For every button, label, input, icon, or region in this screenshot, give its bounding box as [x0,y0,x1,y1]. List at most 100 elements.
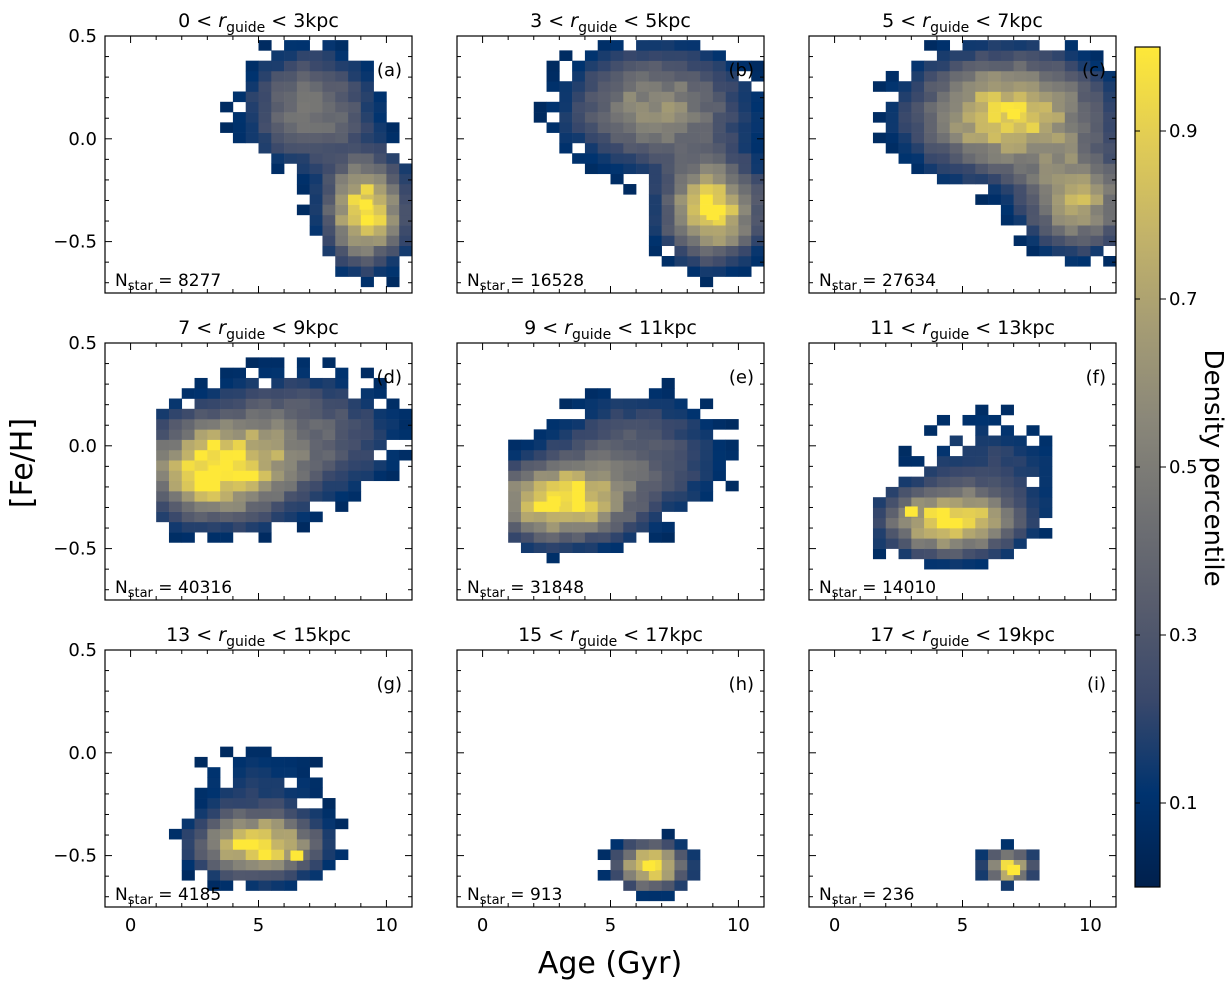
heatmap-cell [584,50,599,61]
heatmap-cell [245,398,259,410]
heatmap-cell [168,501,183,512]
heatmap-cell [661,235,675,247]
heatmap-cell [284,767,298,778]
heatmap-cell [296,377,310,389]
heatmap-cell [1000,214,1014,226]
heatmap-cell [258,501,272,512]
heatmap-cell [1090,81,1104,92]
heatmap-cell [258,480,272,492]
heatmap-cell [674,132,688,144]
heatmap-cell [1039,153,1053,164]
heatmap-cell [245,388,259,399]
heatmap-cell [1039,235,1053,247]
heatmap-cell [533,521,547,533]
heatmap-cell [597,849,611,861]
heatmap-cell [232,798,247,809]
heatmap-cell [348,419,362,430]
heatmap-cell [687,204,701,216]
heatmap-cell [751,214,764,226]
heatmap-cell [348,460,362,471]
heatmap-cell [1090,163,1104,175]
heatmap-cell [661,112,675,123]
heatmap-cell [322,859,336,871]
heatmap-cell [661,50,675,61]
ticks [104,35,413,293]
heatmap-cell [661,81,675,92]
heatmap-cell [949,112,963,123]
heatmap-cell [572,81,586,92]
heatmap-cell [220,429,234,440]
heatmap-cell [687,255,701,267]
heatmap-cell [674,480,688,492]
heatmap-cell [597,153,611,164]
heatmap-cell [738,112,752,123]
heatmap-cell [194,491,208,502]
heatmap-cell [597,532,611,543]
heatmap-cell [360,153,374,164]
heatmap-cell [1000,497,1014,508]
heatmap-cell [751,184,764,195]
heatmap-cell [546,542,560,554]
heatmap-cell [648,398,662,410]
heatmap-cell [232,377,247,389]
heatmap-cell [1052,214,1066,226]
heatmap-cell [725,480,739,492]
heatmap-cell [348,163,362,175]
heatmap-cell [988,50,1002,61]
heatmap-cell [597,439,611,451]
heatmap-cell [1026,70,1040,82]
heatmap-cell [1026,225,1040,236]
heatmap-cell [533,511,547,523]
heatmap-cell [520,449,535,461]
heatmap-cell [220,367,234,379]
heatmap-cell [1000,163,1014,175]
heatmap-cell [738,184,752,195]
heatmap-cell [386,266,400,277]
heatmap-cell [738,142,752,154]
heatmap-cell [520,491,535,502]
heatmap-cell [508,439,522,451]
heatmap-cell [520,470,535,482]
heatmap-cell [284,828,298,840]
heatmap-cell [898,142,912,154]
heatmap-cell [520,501,535,512]
heatmap-cell [712,91,726,103]
heatmap-cell [309,81,323,92]
ticks [456,649,765,907]
heatmap-cell [648,245,662,257]
heatmap-cell [399,194,412,205]
heatmap-peak-cell [290,850,304,861]
heatmap-cell [712,194,726,205]
heatmap-cell [386,225,400,236]
heatmap-cell [181,491,195,502]
heatmap-cell [623,501,637,512]
heatmap-cell [898,476,912,488]
heatmap-cell [309,839,323,850]
heatmap-cell [399,245,412,257]
heatmap-cell [559,142,573,154]
heatmap-cell [271,859,285,871]
heatmap-cell [348,91,362,103]
y-tick-label: −0.5 [53,846,97,867]
heatmap-cell [610,859,624,871]
heatmap-cell [610,480,624,492]
heatmap-cell [335,70,349,82]
heatmap-cell [636,460,650,471]
heatmap-cell [623,419,637,430]
heatmap-cell [738,214,752,226]
heatmap-cell [245,798,259,809]
heatmap-cell [181,849,195,861]
heatmap-cell [1077,173,1091,185]
heatmap-cell [309,60,323,72]
heatmap-cell [322,460,336,471]
heatmap-cell [258,367,272,379]
heatmap-cell [584,132,599,144]
heatmap-cell [373,214,387,226]
heatmap-cell [194,408,208,420]
heatmap-cell [674,839,688,850]
heatmap-cell [296,470,310,482]
heatmap-cell [181,419,195,430]
heatmap-cell [1090,101,1104,113]
heatmap-cell [232,808,247,819]
heatmap-cell [648,153,662,164]
